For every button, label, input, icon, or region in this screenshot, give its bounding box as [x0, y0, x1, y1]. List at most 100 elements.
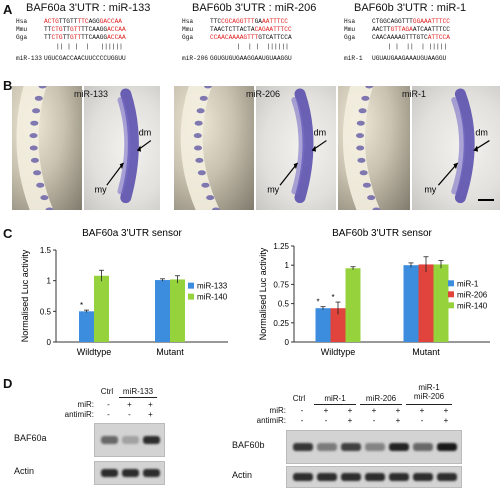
- probe-label: miR-1: [402, 89, 426, 99]
- blot-label: BAF60a: [14, 433, 47, 443]
- y-tick-label: 0.5: [40, 307, 52, 316]
- treatment-sign: +: [419, 406, 425, 415]
- mirna-sequence: GGUGUGUGAAGGAAUGUAAGGU: [210, 55, 292, 62]
- treatment-row-label: miR:: [77, 400, 94, 409]
- base-pair-ticks: | | || | |||||: [384, 43, 448, 50]
- myotome-label: my: [424, 185, 436, 195]
- blot-band: [143, 469, 160, 477]
- bar: [79, 311, 94, 342]
- alignment-title: BAF60b 3'UTR : miR-1: [354, 2, 467, 14]
- y-axis-label: Normalised Luc activity: [20, 249, 30, 342]
- sequence-segment: AATTTCC: [262, 18, 288, 25]
- sequence-segment: GTT: [70, 34, 82, 41]
- chart-baf60b-sensor: BAF60b 3'UTR sensor Normalised Luc activi…: [258, 228, 490, 357]
- blot-band: [122, 469, 139, 477]
- sequence-segment: TT: [44, 26, 52, 33]
- embryo-wholemount-image: [174, 86, 254, 210]
- dermomyotome-label: dm: [139, 128, 152, 138]
- legend-label: miR-140: [457, 301, 488, 310]
- species-label: Hsa: [182, 18, 194, 25]
- x-tick-label: Mutant: [412, 347, 440, 357]
- mirna-name: miR-133: [16, 55, 42, 62]
- bar: [170, 279, 185, 342]
- dermomyotome-label: dm: [475, 128, 488, 138]
- species-label: Mmu: [16, 26, 28, 33]
- treatment-row-label: antimiR:: [256, 416, 286, 425]
- embryo-wholemount-image: [338, 86, 410, 210]
- blot-band: [101, 436, 118, 444]
- sequence-segment: TT: [44, 34, 52, 41]
- treatment-sign: +: [395, 416, 401, 425]
- sequence-segment: CGCAGGTTT: [221, 18, 255, 25]
- lane-group-underline: [360, 404, 402, 405]
- blot-band: [437, 473, 457, 481]
- species-label: Hsa: [16, 18, 28, 25]
- blot-band: [365, 473, 385, 481]
- sequence-segment: GTT: [70, 26, 82, 33]
- sequence-segment: TTCAAGG: [81, 26, 108, 33]
- species-label: Mmu: [182, 26, 194, 33]
- mirna-sequence: UGUAUGAAGAAAUGUAAGGU: [372, 55, 447, 62]
- blot-band: [365, 443, 385, 451]
- y-tick-label: 0.75: [273, 280, 289, 289]
- treatment-sign: -: [300, 416, 304, 425]
- y-tick-label: 1: [285, 261, 290, 270]
- sequence-segment: TTC: [77, 18, 89, 25]
- sequence-segment: TAACTCTTACTA: [210, 26, 255, 33]
- chart-title: BAF60a 3'UTR sensor: [82, 228, 182, 239]
- treatment-sign: -: [300, 406, 304, 415]
- utr-sequence: ACTGTTGTTTTCAGGGACCAA: [44, 18, 122, 26]
- bar: [155, 280, 170, 342]
- utr-sequence: TTCCGCAGGTTTGAAATTTCC: [210, 18, 288, 26]
- blot-band: [413, 473, 433, 481]
- legend-label: miR-140: [197, 293, 228, 302]
- panel-c-letter: C: [3, 226, 13, 241]
- sequence-segment: CTG: [51, 34, 63, 41]
- blot-band: [341, 443, 361, 451]
- sequence-segment: ACCAA: [107, 26, 126, 33]
- sequence-segment: AACTT: [372, 26, 391, 33]
- treatment-sign: +: [443, 416, 449, 425]
- alignment-title: BAF60a 3'UTR : miR-133: [26, 2, 151, 14]
- blot-band: [413, 443, 433, 451]
- sequence-segment: TTC: [210, 18, 222, 25]
- embryo-section-image: dm my: [256, 86, 336, 210]
- bar: [403, 265, 419, 342]
- treatment-sign: +: [127, 400, 132, 409]
- treatment-sign: +: [347, 406, 353, 415]
- species-label: Gga: [182, 34, 194, 41]
- sequence-segment: GTTAGA: [390, 26, 413, 33]
- y-tick-label: 1.25: [273, 242, 289, 251]
- treatment-sign: -: [324, 416, 328, 425]
- sequence-segment: TT: [62, 34, 71, 41]
- target-blot: [286, 430, 462, 464]
- treatment-sign: -: [107, 400, 110, 409]
- sequence-segment: GA: [254, 18, 262, 25]
- y-tick-label: 0.25: [273, 319, 289, 328]
- x-tick-label: Mutant: [156, 347, 184, 357]
- blot-band: [389, 443, 409, 451]
- treatment-sign: +: [443, 406, 449, 415]
- blot-band: [293, 443, 313, 451]
- target-blot: [94, 423, 165, 457]
- utr-sequence: CCAACAAAAGTTTGTCATTCCA: [210, 34, 292, 42]
- species-label: Gga: [344, 34, 356, 41]
- lane-group-label: miR-206: [365, 394, 397, 403]
- lane-group-label: Ctrl: [292, 394, 306, 403]
- legend-swatch: [188, 293, 194, 300]
- significance-star: *: [80, 301, 83, 310]
- blot-band: [437, 443, 457, 451]
- treatment-sign: -: [372, 416, 376, 425]
- treatment-sign: +: [148, 400, 153, 409]
- lane-group-underline: [314, 404, 356, 405]
- legend-swatch: [448, 302, 454, 309]
- significance-star: *: [316, 298, 319, 307]
- chart-baf60a-sensor: BAF60a 3'UTR sensor Normalised Luc activi…: [20, 228, 228, 357]
- bar: [345, 268, 361, 342]
- sequence-segment: TTCAAGG: [81, 34, 108, 41]
- sequence-segment: CAGAATTTCC: [254, 26, 292, 33]
- alignment-title: BAF60b 3'UTR : miR-206: [192, 2, 317, 14]
- lane-group-label: miR-133: [122, 387, 154, 396]
- sequence-segment: ACTG: [44, 18, 59, 25]
- bar: [315, 308, 331, 342]
